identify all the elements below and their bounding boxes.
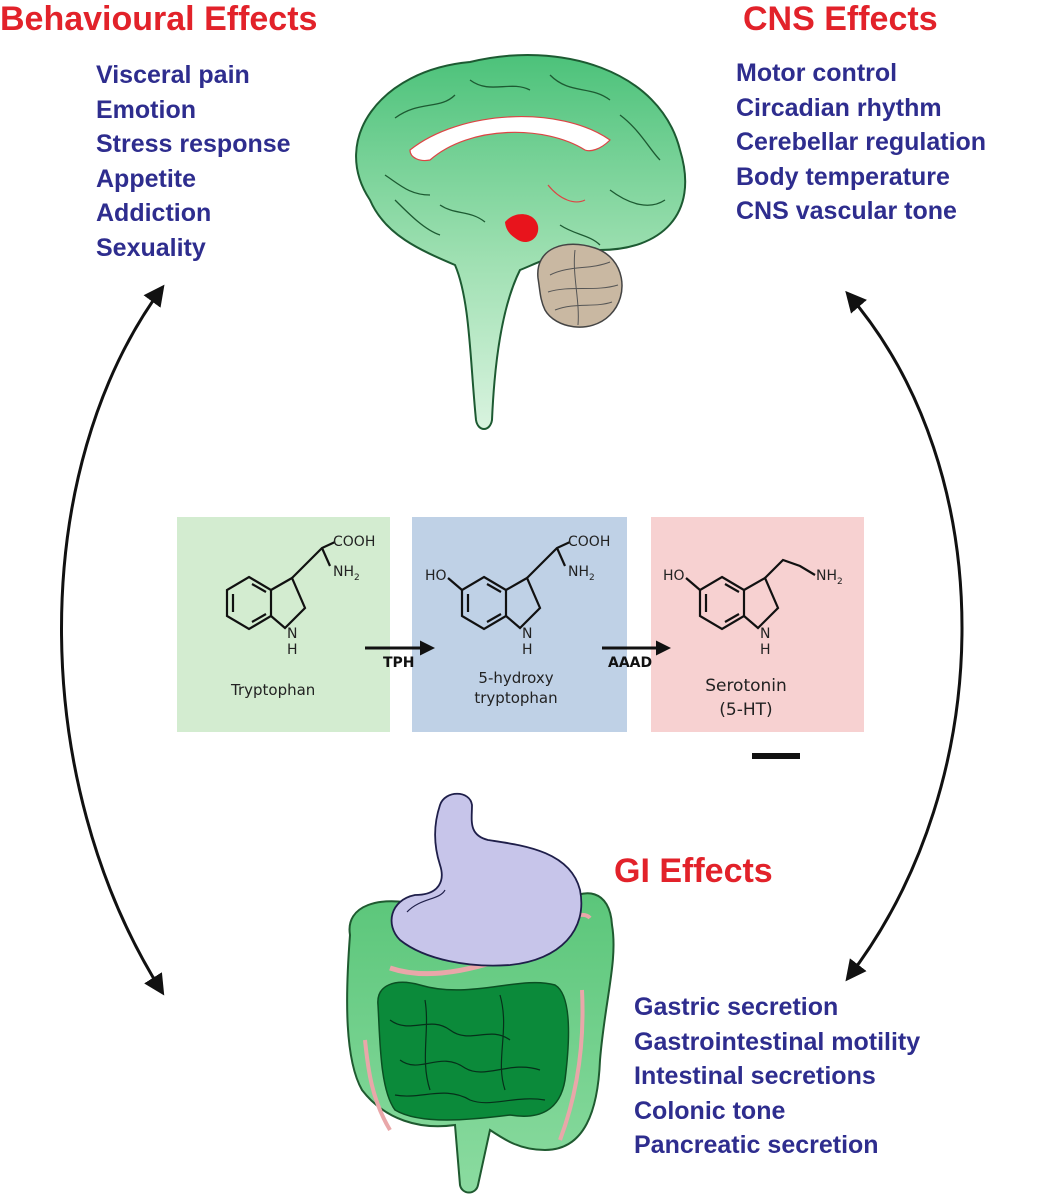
serotonin-structure [685, 558, 816, 631]
cns-effects-title: CNS Effects [743, 0, 938, 38]
list-item: Gastrointestinal motility [634, 1027, 921, 1056]
cerebellum [537, 243, 623, 328]
brain-gyri [384, 74, 666, 246]
hydroxytryptophan-structure [447, 541, 571, 631]
behavioural-effects-list: Visceral pain Emotion Stress response Ap… [96, 58, 291, 265]
list-item: Colonic tone [634, 1096, 786, 1125]
hydroxytryptophan-cooh-label: COOH [568, 534, 611, 550]
hydroxytryptophan-ho-label: HO [425, 568, 447, 584]
hydroxytryptophan-n-label: N [522, 626, 533, 642]
list-item: Visceral pain [96, 61, 250, 89]
list-item: Pancreatic secretion [634, 1131, 879, 1159]
list-item: Gastric secretion [634, 993, 839, 1021]
tph-enzyme-label: TPH [383, 655, 415, 671]
tryptophan-cooh-label: COOH [333, 534, 376, 550]
aaad-enzyme-label: AAAD [608, 655, 653, 671]
tryptophan-h-label: H [287, 642, 298, 658]
list-item: Appetite [96, 164, 196, 193]
hydroxytryptophan-nh-label: NH2 [568, 564, 595, 583]
list-item: CNS vascular tone [736, 197, 957, 225]
list-item: Emotion [96, 95, 196, 124]
tryptophan-label: Tryptophan [231, 681, 316, 699]
list-item: Addiction [96, 199, 212, 227]
list-item: Stress response [96, 130, 291, 158]
list-item: Sexuality [96, 233, 206, 262]
gi-effects-title: GI Effects [614, 852, 773, 890]
panel-5-hydroxytryptophan [412, 517, 627, 732]
serotonin-n-label: N [760, 626, 771, 642]
list-item: Cerebellar regulation [736, 128, 987, 156]
tryptophan-n-label: N [287, 626, 298, 642]
panel-tryptophan [177, 517, 390, 732]
serotonin-ho-label: HO [663, 568, 685, 584]
brain-illustration [355, 54, 687, 430]
tryptophan-nh-label: NH2 [333, 564, 360, 583]
list-item: Motor control [736, 59, 898, 87]
list-item: Body temperature [736, 162, 950, 191]
serotonin-nh-label: NH2 [816, 568, 843, 587]
raphe-nuclei [505, 214, 539, 243]
stomach [390, 792, 583, 967]
serotonin-h-label: H [760, 642, 771, 658]
left-cycle-arrow [60, 284, 165, 996]
hydroxytryptophan-h-label: H [522, 642, 533, 658]
list-item: Circadian rhythm [736, 93, 942, 122]
panel-serotonin [651, 517, 864, 732]
gut-illustration [346, 792, 615, 1194]
gi-effects-list: Gastric secretion Gastrointestinal motil… [634, 990, 920, 1163]
list-item: Intestinal secretions [634, 1062, 876, 1090]
hydroxytryptophan-label: 5-hydroxy tryptophan [474, 669, 558, 707]
behavioural-effects-title: Behavioural Effects [0, 0, 318, 38]
intestine-loops [389, 994, 546, 1104]
scale-bar [752, 753, 800, 759]
serotonin-label: Serotonin (5-HT) [705, 676, 787, 720]
right-cycle-arrow [845, 290, 964, 982]
cns-effects-list: Motor control Circadian rhythm Cerebella… [736, 56, 986, 229]
tryptophan-structure [225, 541, 336, 631]
